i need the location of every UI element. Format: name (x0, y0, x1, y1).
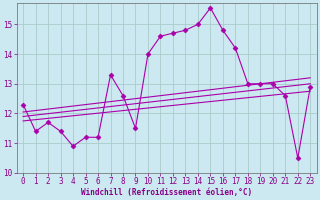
X-axis label: Windchill (Refroidissement éolien,°C): Windchill (Refroidissement éolien,°C) (81, 188, 252, 197)
